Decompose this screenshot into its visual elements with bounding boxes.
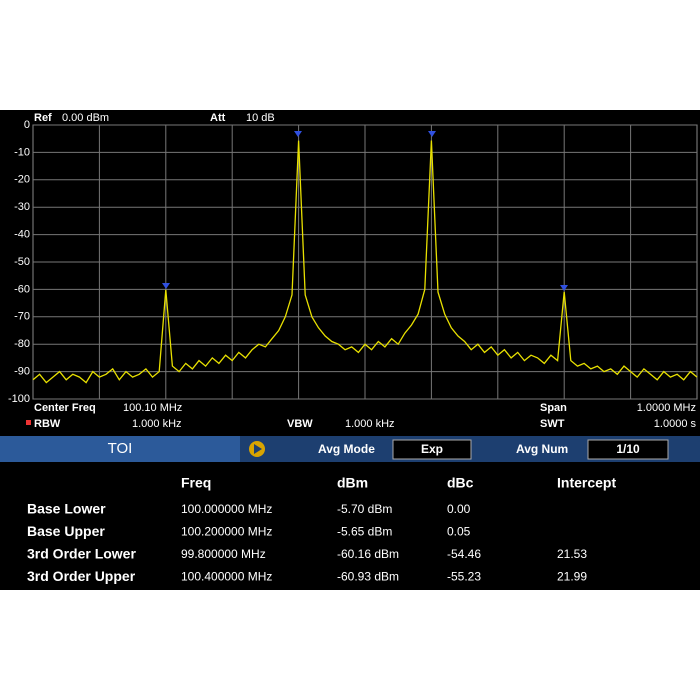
table-cell: 0.05 xyxy=(447,525,471,539)
avg-num-label: Avg Num xyxy=(516,442,568,456)
vbw-label: VBW xyxy=(287,418,313,430)
trace xyxy=(32,140,698,384)
table-cell: 100.000000 MHz xyxy=(181,502,272,516)
marker xyxy=(428,131,436,137)
ref-label: Ref xyxy=(34,112,52,124)
marker xyxy=(560,285,568,291)
y-tick-label: -70 xyxy=(14,311,30,323)
y-tick-label: -80 xyxy=(14,338,30,350)
swt-label: SWT xyxy=(540,418,565,430)
table-cell: -5.70 dBm xyxy=(337,502,392,516)
y-tick-label: -40 xyxy=(14,229,30,241)
span-value: 1.0000 MHz xyxy=(637,402,696,414)
table-cell: 21.53 xyxy=(557,547,587,561)
y-tick-label: -20 xyxy=(14,174,30,186)
play-icon xyxy=(254,444,262,454)
center-label: Center Freq xyxy=(34,402,96,414)
marker xyxy=(162,283,170,289)
mode-title: TOI xyxy=(108,440,133,457)
rbw-value: 1.000 kHz xyxy=(132,418,182,430)
avg-mode-value[interactable]: Exp xyxy=(421,442,443,456)
y-tick-label: -100 xyxy=(8,393,30,405)
att-value: 10 dB xyxy=(246,112,275,124)
row-label: Base Upper xyxy=(27,523,105,539)
row-label: Base Lower xyxy=(27,501,106,517)
ref-value: 0.00 dBm xyxy=(62,112,109,124)
column-header: dBm xyxy=(337,475,368,491)
row-label: 3rd Order Upper xyxy=(27,568,136,584)
table-cell: -55.23 xyxy=(447,570,481,584)
results-table: Freq dBm dBc Intercept Base Lower 100.000000 … xyxy=(27,475,616,585)
table-cell: -54.46 xyxy=(447,547,481,561)
table-cell: 100.400000 MHz xyxy=(181,570,272,584)
span-label: Span xyxy=(540,402,567,414)
table-cell: -60.16 dBm xyxy=(337,547,399,561)
table-cell: 100.200000 MHz xyxy=(181,525,272,539)
column-header: Intercept xyxy=(557,475,616,491)
center-value: 100.10 MHz xyxy=(123,402,182,414)
marker xyxy=(294,131,302,137)
avg-num-box[interactable] xyxy=(587,439,669,460)
vbw-value: 1.000 kHz xyxy=(345,418,395,430)
y-tick-label: -50 xyxy=(14,256,30,268)
table-cell: 21.99 xyxy=(557,570,587,584)
swt-value: 1.0000 s xyxy=(654,418,697,430)
column-header: Freq xyxy=(181,475,211,491)
table-cell: -5.65 dBm xyxy=(337,525,392,539)
avg-mode-box[interactable] xyxy=(392,439,472,460)
mode-tab[interactable] xyxy=(0,436,240,462)
row-label: 3rd Order Lower xyxy=(27,546,136,562)
column-header: dBc xyxy=(447,475,474,491)
y-tick-label: -30 xyxy=(14,201,30,213)
avg-mode-label: Avg Mode xyxy=(318,442,375,456)
markers xyxy=(162,131,568,291)
rbw-label: RBW xyxy=(34,418,61,430)
table-cell: -60.93 dBm xyxy=(337,570,399,584)
table-cell: 0.00 xyxy=(447,502,471,516)
y-tick-label: 0 xyxy=(24,119,30,131)
panel xyxy=(0,110,700,590)
plot-area: 0 -10 -20 -30 -40 -50 -60 -70 -80 -90 -100 xyxy=(8,119,698,405)
y-tick-label: -90 xyxy=(14,366,30,378)
y-tick-label: -10 xyxy=(14,146,30,158)
y-tick-label: -60 xyxy=(14,283,30,295)
att-label: Att xyxy=(210,112,226,124)
avg-num-value[interactable]: 1/10 xyxy=(616,442,640,456)
rbw-indicator xyxy=(26,420,31,425)
table-cell: 99.800000 MHz xyxy=(181,547,266,561)
